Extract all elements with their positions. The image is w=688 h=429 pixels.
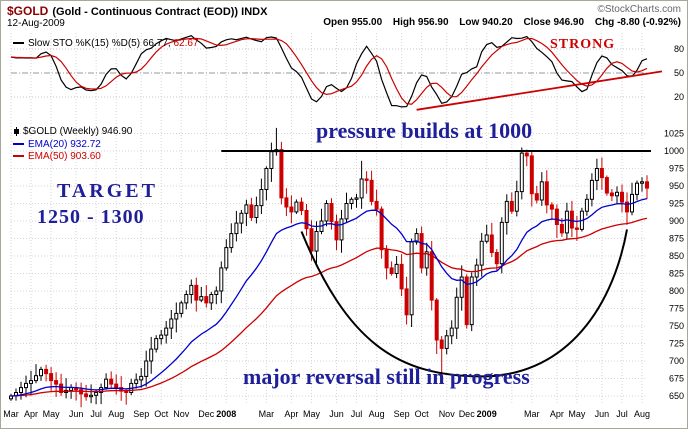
pressure-annotation: pressure builds at 1000 xyxy=(316,118,533,143)
candlesticks xyxy=(9,127,649,408)
ema50-legend-label: EMA(50) 903.60 xyxy=(28,151,101,162)
quote-close: Close 946.90 xyxy=(523,17,585,28)
svg-text:Jun: Jun xyxy=(595,409,610,419)
sto-legend-label: Slow STO %K(15) %D(5) xyxy=(28,38,141,49)
quote-high: High 956.90 xyxy=(392,17,449,28)
svg-text:Jul: Jul xyxy=(616,409,628,419)
svg-text:2008: 2008 xyxy=(216,409,236,419)
svg-text:2009: 2009 xyxy=(477,409,497,419)
symbol-description: (Gold - Continuous Contract (EOD)) INDX xyxy=(52,6,268,18)
ema20-line-icon xyxy=(13,143,24,146)
svg-text:Apr: Apr xyxy=(24,409,38,419)
chart-date: 12-Aug-2009 xyxy=(7,18,65,29)
svg-text:1025: 1025 xyxy=(664,129,684,139)
svg-text:Mar: Mar xyxy=(3,409,19,419)
svg-text:Jun: Jun xyxy=(69,409,84,419)
ema50-legend: EMA(50) 903.60 xyxy=(13,151,101,162)
svg-text:May: May xyxy=(568,409,586,419)
svg-text:Oct: Oct xyxy=(154,409,169,419)
svg-text:825: 825 xyxy=(669,269,684,279)
quote-low: Low 940.20 xyxy=(459,17,513,28)
svg-text:Aug: Aug xyxy=(634,409,650,419)
sto-k-line xyxy=(10,35,648,108)
quote-chg: Chg -8.80 (-0.92%) xyxy=(594,17,681,28)
x-axis-labels: Mar Apr May Jun Jul Aug Sep Oct Nov Dec 2008 Mar Apr… xyxy=(3,409,650,419)
svg-text:925: 925 xyxy=(669,199,684,209)
svg-text:Jun: Jun xyxy=(329,409,344,419)
chart-svg: 650 675 700 725 750 775 800 825 850 875 900 925 950 9… xyxy=(3,33,684,419)
sto-k-value: 66.77, xyxy=(142,38,171,49)
svg-text:Mar: Mar xyxy=(259,409,275,419)
svg-text:80: 80 xyxy=(674,44,684,54)
svg-text:Dec: Dec xyxy=(459,409,476,419)
svg-text:Oct: Oct xyxy=(415,409,430,419)
sto-d-line xyxy=(10,37,648,105)
ema20-legend-label: EMA(20) 932.72 xyxy=(28,139,101,150)
copyright-label: ©StockCharts.com xyxy=(597,4,681,15)
saucer-curve xyxy=(300,229,628,378)
svg-text:900: 900 xyxy=(669,216,684,226)
svg-text:Apr: Apr xyxy=(550,409,564,419)
target-annotation-line2: 1250 - 1300 xyxy=(37,206,145,228)
svg-text:950: 950 xyxy=(669,181,684,191)
svg-text:650: 650 xyxy=(669,391,684,401)
sto-line-icon xyxy=(13,42,24,45)
svg-text:Dec: Dec xyxy=(198,409,215,419)
svg-text:50: 50 xyxy=(674,68,684,78)
svg-text:750: 750 xyxy=(669,321,684,331)
svg-text:Nov: Nov xyxy=(439,409,456,419)
svg-text:Jul: Jul xyxy=(351,409,363,419)
svg-text:May: May xyxy=(303,409,321,419)
sto-trendline xyxy=(416,70,663,111)
target-annotation-line1: TARGET xyxy=(57,180,158,202)
svg-text:975: 975 xyxy=(669,164,684,174)
svg-text:775: 775 xyxy=(669,304,684,314)
svg-text:Aug: Aug xyxy=(108,409,124,419)
symbol-label: $GOLD xyxy=(7,4,49,18)
ema20-line xyxy=(10,197,648,397)
svg-text:Sep: Sep xyxy=(133,409,149,419)
svg-text:Nov: Nov xyxy=(173,409,190,419)
svg-text:Mar: Mar xyxy=(524,409,540,419)
svg-text:675: 675 xyxy=(669,374,684,384)
y-axis-labels: 650 675 700 725 750 775 800 825 850 875 900 925 950 9… xyxy=(664,44,684,401)
svg-text:850: 850 xyxy=(669,251,684,261)
svg-text:875: 875 xyxy=(669,234,684,244)
svg-text:800: 800 xyxy=(669,286,684,296)
svg-text:Aug: Aug xyxy=(369,409,385,419)
reversal-annotation: major reversal still in progress xyxy=(243,364,530,389)
strong-annotation: STRONG xyxy=(550,37,616,52)
price-legend-value: 946.90 xyxy=(101,126,133,137)
svg-text:Apr: Apr xyxy=(284,409,298,419)
svg-text:Jul: Jul xyxy=(90,409,102,419)
chart-title: $GOLD (Gold - Continuous Contract (EOD)) … xyxy=(7,4,267,18)
price-legend-symbol: $GOLD (Weekly) xyxy=(23,126,99,137)
sto-d-value: 62.67 xyxy=(173,38,199,49)
sto-legend: Slow STO %K(15) %D(5) 66.77, 62.67 xyxy=(13,38,198,49)
quote-line: Open 955.00 High 956.90 Low 940.20 Close… xyxy=(315,17,681,28)
ema50-line-icon xyxy=(13,155,24,158)
candlestick-icon xyxy=(14,126,19,136)
ema20-legend: EMA(20) 932.72 xyxy=(13,139,101,150)
svg-text:700: 700 xyxy=(669,356,684,366)
price-legend: $GOLD (Weekly) 946.90 xyxy=(13,126,132,137)
svg-text:20: 20 xyxy=(674,92,684,102)
ema50-line xyxy=(10,217,648,397)
svg-text:725: 725 xyxy=(669,339,684,349)
svg-text:May: May xyxy=(43,409,61,419)
svg-text:Sep: Sep xyxy=(394,409,410,419)
quote-open: Open 955.00 xyxy=(323,17,383,28)
svg-text:1000: 1000 xyxy=(664,146,684,156)
